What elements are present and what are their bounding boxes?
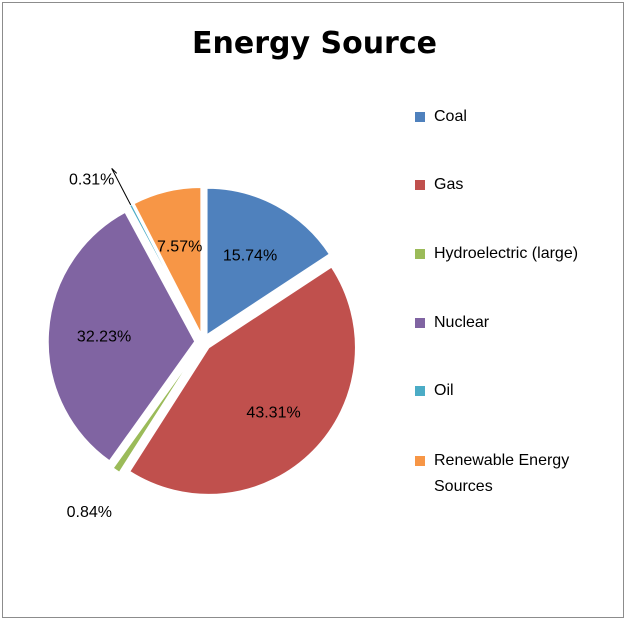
legend-swatch-coal: [415, 112, 425, 122]
pie-slice-coal: [206, 187, 331, 337]
pie-slice-gas: [128, 265, 357, 496]
leader-line-oil: [111, 168, 132, 206]
data-label-gas: 43.31%: [246, 405, 300, 422]
data-label-oil: 0.31%: [69, 171, 114, 188]
data-label-coal: 15.74%: [223, 248, 277, 265]
pie-slice-renewable: [132, 186, 202, 335]
legend-swatch-nuclear: [415, 318, 425, 328]
legend-label-gas: Gas: [434, 176, 464, 193]
chart-title: Energy Source: [192, 26, 437, 61]
legend-label-renewable: Renewable Energy Sources: [434, 452, 570, 495]
legend-swatch-oil: [415, 386, 425, 396]
pie-slice-oil: [128, 203, 200, 336]
legend-swatch-hydroelectric: [415, 249, 425, 259]
legend-swatch-renewable: [415, 456, 425, 466]
data-label-hydroelectric: 0.84%: [67, 504, 112, 521]
pie-slice-nuclear: [47, 211, 196, 463]
legend-label-hydroelectric: Hydroelectric (large): [434, 245, 579, 262]
legend-label-coal: Coal: [434, 108, 467, 125]
legend-label-oil: Oil: [434, 382, 454, 399]
legend-swatch-gas: [415, 180, 425, 190]
pie-slice-hydroelectric: [111, 348, 200, 474]
data-label-nuclear: 32.23%: [77, 329, 131, 346]
data-label-renewable: 7.57%: [157, 239, 202, 256]
legend-label-nuclear: Nuclear: [434, 314, 490, 331]
